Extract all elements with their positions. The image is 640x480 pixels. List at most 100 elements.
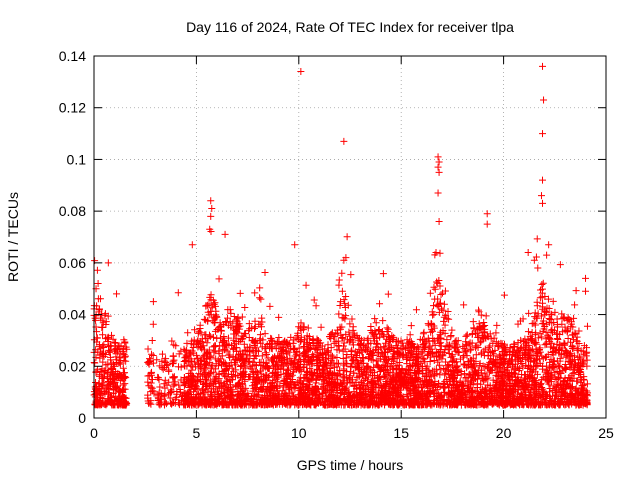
data-point [340, 339, 348, 347]
data-point [286, 401, 294, 409]
data-point [221, 372, 229, 380]
data-point [219, 401, 227, 409]
data-point [480, 388, 488, 396]
data-point [307, 375, 315, 383]
data-point [545, 314, 553, 322]
data-point [399, 346, 407, 354]
data-point [195, 370, 203, 378]
data-point [147, 383, 155, 391]
data-point [251, 352, 259, 360]
data-point [335, 310, 343, 318]
data-point [300, 364, 308, 372]
data-point [403, 390, 411, 398]
data-point [477, 380, 485, 388]
x-tick-label: 15 [393, 425, 409, 441]
data-point [548, 400, 556, 408]
data-point [402, 401, 410, 409]
data-point [296, 351, 304, 359]
data-point [390, 397, 398, 405]
data-point [396, 378, 404, 386]
data-point [318, 354, 326, 362]
data-point [187, 385, 195, 393]
data-point [468, 339, 476, 347]
y-tick-label: 0.06 [59, 255, 86, 271]
data-point [113, 372, 121, 380]
data-point [539, 387, 547, 395]
data-point [329, 388, 337, 396]
data-point [248, 398, 256, 406]
data-point [120, 357, 128, 365]
data-point [240, 386, 248, 394]
data-point [406, 366, 414, 374]
data-point [375, 401, 383, 409]
data-point [304, 343, 312, 351]
data-point [545, 304, 553, 312]
data-point [121, 353, 129, 361]
data-point [434, 358, 442, 366]
data-point [158, 350, 166, 358]
data-point [364, 386, 372, 394]
data-point [277, 397, 285, 405]
data-point [295, 344, 303, 352]
data-point [580, 351, 588, 359]
data-point [297, 333, 305, 341]
data-point [338, 333, 346, 341]
data-point [233, 323, 241, 331]
data-point [278, 355, 286, 363]
data-point [427, 328, 435, 336]
data-point [230, 313, 238, 321]
data-point [571, 386, 579, 394]
data-point [144, 391, 152, 399]
data-point [227, 384, 235, 392]
data-point [368, 351, 376, 359]
data-point [472, 329, 480, 337]
data-point [355, 373, 363, 381]
data-point [568, 395, 576, 403]
data-point [381, 372, 389, 380]
data-point [374, 362, 382, 370]
data-point [175, 381, 183, 389]
data-point [439, 306, 447, 314]
data-point [180, 362, 188, 370]
y-tick-label: 0.14 [59, 48, 86, 64]
y-tick-label: 0 [78, 410, 86, 426]
data-point [148, 384, 156, 392]
data-point [571, 361, 579, 369]
data-point-outlier [435, 158, 443, 166]
data-point [564, 334, 572, 342]
data-point [496, 351, 504, 359]
data-point [437, 392, 445, 400]
data-point [262, 374, 270, 382]
data-point [463, 398, 471, 406]
data-point [473, 384, 481, 392]
data-point-outlier [539, 62, 547, 70]
data-point [166, 394, 174, 402]
data-point [318, 380, 326, 388]
data-point [498, 374, 506, 382]
data-point [291, 395, 299, 403]
data-point [583, 398, 591, 406]
data-point [347, 362, 355, 370]
data-point [269, 376, 277, 384]
data-point [454, 399, 462, 407]
data-point [558, 320, 566, 328]
data-point [245, 327, 253, 335]
data-point [234, 401, 242, 409]
data-point [390, 357, 398, 365]
data-point [555, 347, 563, 355]
data-point [234, 391, 242, 399]
data-point [264, 397, 272, 405]
data-point [363, 362, 371, 370]
data-point [289, 339, 297, 347]
data-point [105, 343, 113, 351]
data-point [476, 339, 484, 347]
data-point [583, 322, 591, 330]
data-point [502, 347, 510, 355]
data-point [308, 353, 316, 361]
data-point [376, 300, 384, 308]
data-point [336, 301, 344, 309]
data-point [318, 366, 326, 374]
data-point [158, 364, 166, 372]
data-point [562, 346, 570, 354]
